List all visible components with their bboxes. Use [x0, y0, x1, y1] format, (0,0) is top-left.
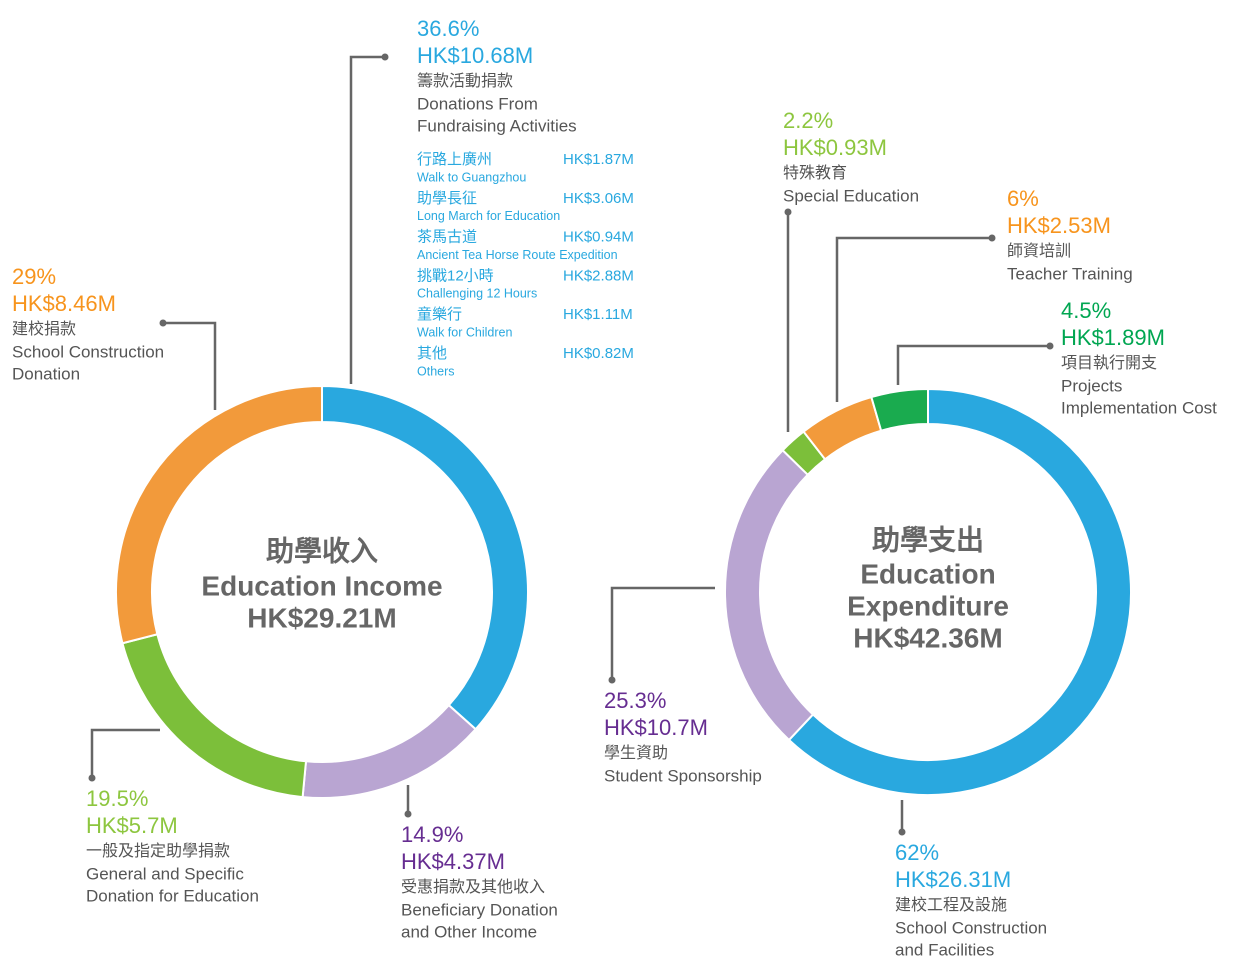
- slice-percent: 6%: [1007, 186, 1039, 211]
- breakdown-name-zh: 助學長征: [417, 189, 477, 207]
- slice-name-zh: 一般及指定助學捐款: [86, 842, 230, 860]
- slice-name-en: and Other Income: [401, 922, 537, 941]
- slice-name-zh: 籌款活動捐款: [417, 72, 513, 90]
- slice-name-en: General and Specific: [86, 864, 244, 883]
- breakdown-name-zh: 行路上廣州: [417, 151, 492, 168]
- slice-amount: HK$10.7M: [604, 715, 708, 740]
- breakdown-amount: HK$1.87M: [563, 151, 634, 168]
- slice-percent: 14.9%: [401, 822, 463, 847]
- donut-slice: [301, 703, 478, 799]
- slice-name-en: School Construction: [895, 918, 1047, 937]
- slice-amount: HK$4.37M: [401, 849, 505, 874]
- donut-slice: [115, 384, 323, 645]
- leader-dot: [898, 828, 906, 836]
- leader-line: [896, 344, 1050, 385]
- slice-name-zh: 建校工程及設施: [895, 896, 1007, 914]
- center-title: 助學支出: [872, 524, 984, 555]
- breakdown-amount: HK$0.94M: [563, 229, 634, 246]
- slice-name-en: Fundraising Activities: [417, 116, 577, 135]
- slice-name-zh: 學生資助: [604, 744, 668, 762]
- breakdown-name-en: Walk to Guangzhou: [417, 170, 526, 184]
- slice-percent: 19.5%: [86, 786, 148, 811]
- leader-line: [163, 321, 217, 410]
- leader-dot: [784, 208, 792, 216]
- slice-name-en: School Construction: [12, 342, 164, 361]
- center-title: 助學收入: [266, 535, 378, 566]
- breakdown-name-zh: 茶馬古道: [417, 229, 477, 246]
- slice-name-en: Projects: [1061, 376, 1122, 395]
- slice-amount: HK$1.89M: [1061, 325, 1165, 350]
- slice-amount: HK$26.31M: [895, 867, 1011, 892]
- slice-percent: 62%: [895, 840, 939, 865]
- leader-dot: [88, 774, 96, 782]
- breakdown-name-zh: 童樂行: [417, 305, 462, 323]
- center-title: HK$42.36M: [853, 622, 1002, 653]
- slice-percent: 2.2%: [783, 108, 833, 133]
- center-title: HK$29.21M: [247, 602, 396, 633]
- leader-dot: [404, 810, 412, 818]
- center-title: Education Income: [201, 570, 442, 601]
- center-title: Education: [860, 558, 995, 589]
- breakdown-name-zh: 其他: [417, 345, 447, 362]
- slice-name-zh: 師資培訓: [1007, 242, 1071, 260]
- slice-amount: HK$5.7M: [86, 813, 178, 838]
- slice-name-en: Special Education: [783, 186, 919, 205]
- slice-name-en: Donation for Education: [86, 886, 259, 905]
- leader-line: [610, 586, 715, 680]
- center-title: Expenditure: [847, 590, 1009, 621]
- donut-slice: [724, 448, 815, 742]
- breakdown-amount: HK$0.82M: [563, 345, 634, 362]
- leader-dot: [608, 676, 616, 684]
- slice-amount: HK$2.53M: [1007, 213, 1111, 238]
- slice-name-zh: 特殊教育: [783, 164, 847, 182]
- slice-amount: HK$8.46M: [12, 291, 116, 316]
- donut-slice: [787, 387, 1132, 796]
- slice-name-en: Donation: [12, 364, 80, 383]
- slice-percent: 36.6%: [417, 16, 479, 41]
- leader-line: [90, 728, 160, 778]
- breakdown-name-en: Challenging 12 Hours: [417, 287, 537, 301]
- slice-percent: 25.3%: [604, 688, 666, 713]
- slice-name-en: and Facilities: [895, 940, 994, 958]
- leader-dot: [1046, 342, 1054, 350]
- donut-slice: [870, 387, 929, 432]
- slice-percent: 4.5%: [1061, 298, 1111, 323]
- slice-name-zh: 受惠捐款及其他收入: [401, 878, 545, 896]
- slice-name-zh: 項目執行開支: [1061, 354, 1157, 372]
- breakdown-name-zh: 挑戰12小時: [417, 267, 494, 284]
- slice-name-en: Teacher Training: [1007, 264, 1133, 283]
- breakdown-amount: HK$3.06M: [563, 190, 634, 207]
- slice-name-zh: 建校捐款: [12, 320, 76, 338]
- breakdown-name-en: Ancient Tea Horse Route Expedition: [417, 248, 618, 262]
- breakdown-name-en: Others: [417, 364, 455, 378]
- slice-name-en: Donations From: [417, 94, 538, 113]
- leader-line: [835, 236, 992, 402]
- breakdown-amount: HK$2.88M: [563, 267, 634, 284]
- leader-dot: [988, 234, 996, 242]
- slice-percent: 29%: [12, 264, 56, 289]
- slice-name-en: Implementation Cost: [1061, 398, 1217, 417]
- slice-name-en: Beneficiary Donation: [401, 900, 558, 919]
- slice-amount: HK$10.68M: [417, 43, 533, 68]
- leader-dot: [159, 319, 167, 327]
- breakdown-name-en: Long March for Education: [417, 209, 560, 223]
- donut-slice: [121, 633, 308, 799]
- breakdown-name-en: Walk for Children: [417, 325, 512, 339]
- slice-amount: HK$0.93M: [783, 135, 887, 160]
- breakdown-amount: HK$1.11M: [563, 306, 633, 323]
- slice-name-en: Student Sponsorship: [604, 766, 762, 785]
- leader-line: [349, 55, 385, 384]
- leader-dot: [381, 53, 389, 61]
